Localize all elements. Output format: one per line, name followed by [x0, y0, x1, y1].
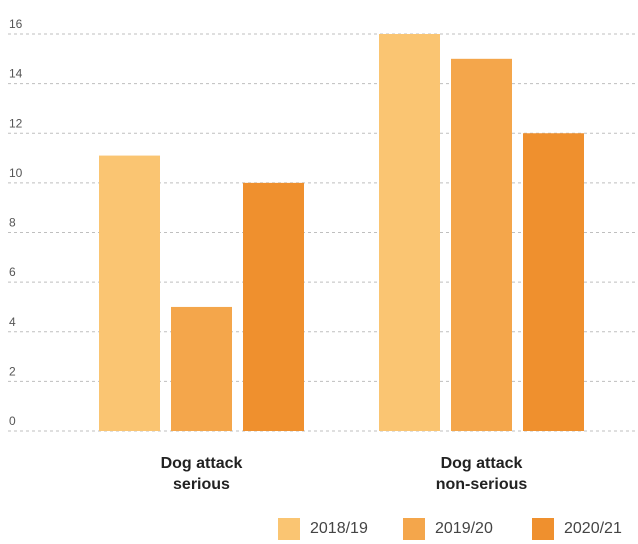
bar — [171, 306, 232, 431]
bar — [523, 133, 584, 431]
bar — [99, 155, 160, 432]
bar — [451, 58, 512, 431]
y-tick-label: 4 — [9, 315, 16, 329]
bars — [99, 34, 584, 432]
y-tick-label: 10 — [9, 166, 23, 180]
legend-item-2019-20: 2019/20 — [403, 518, 493, 540]
legend-label-2020-21: 2020/21 — [564, 520, 622, 537]
legend-label-2019-20: 2019/20 — [435, 520, 493, 537]
y-tick-label: 16 — [9, 17, 23, 31]
y-axis-ticks: 0 2 4 6 8 10 12 14 16 — [9, 17, 23, 428]
category-label: Dog attack non-serious — [436, 455, 528, 493]
y-tick-label: 2 — [9, 364, 16, 378]
legend-item-2018-19: 2018/19 — [278, 518, 368, 540]
legend-swatch-2020-21 — [532, 518, 554, 540]
legend-label-2018-19: 2018/19 — [310, 520, 368, 537]
y-tick-label: 8 — [9, 216, 16, 230]
legend: 2018/19 2019/20 2020/21 — [0, 518, 638, 544]
legend-swatch-2019-20 — [403, 518, 425, 540]
category-labels: Dog attack serious Dog attack non-serious — [161, 455, 528, 493]
legend-swatch-2018-19 — [278, 518, 300, 540]
y-tick-label: 0 — [9, 414, 16, 428]
bar — [243, 182, 304, 431]
bar — [379, 34, 440, 431]
y-tick-label: 12 — [9, 116, 23, 130]
y-tick-label: 14 — [9, 67, 23, 81]
y-tick-label: 6 — [9, 265, 16, 279]
category-label: Dog attack serious — [161, 455, 243, 493]
legend-item-2020-21: 2020/21 — [532, 518, 622, 540]
